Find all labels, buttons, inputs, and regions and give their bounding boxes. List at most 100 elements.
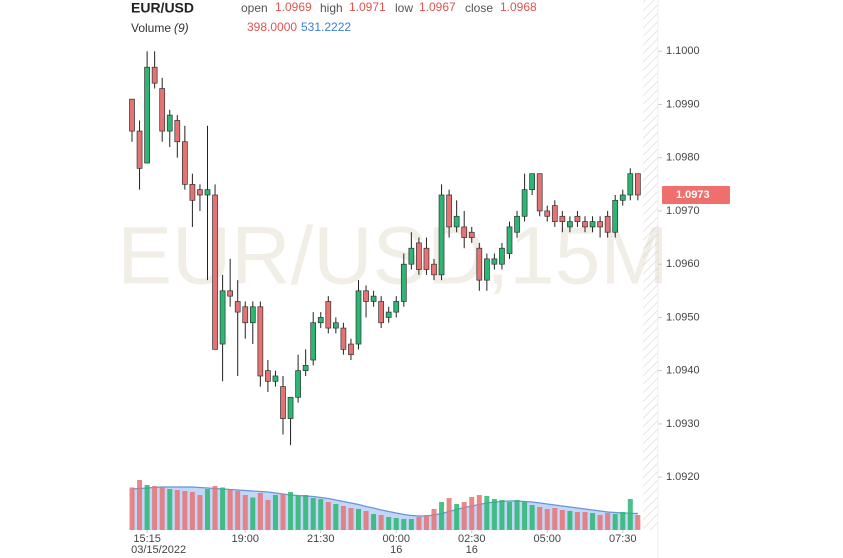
candle-body — [582, 221, 588, 228]
volume-bar — [212, 486, 218, 530]
volume-bar — [635, 515, 641, 530]
candle-body — [355, 290, 362, 345]
candle-body — [144, 66, 150, 164]
legend-field-label: close — [465, 1, 493, 15]
x-tick-sublabel: 16 — [390, 544, 402, 556]
candle-body — [310, 322, 317, 361]
volume-bar — [310, 498, 316, 530]
volume-label: Volume — [131, 21, 171, 35]
candle-body — [597, 221, 603, 228]
volume-bar — [144, 485, 150, 530]
candle-body — [400, 263, 407, 302]
volume-ma-value: 531.2222 — [301, 20, 351, 34]
candle-body — [295, 370, 301, 398]
candle-body — [129, 98, 135, 132]
x-tick-label: 07:30 — [609, 533, 637, 545]
legend-field-value: 1.0969 — [275, 0, 312, 14]
volume-bar — [295, 496, 301, 530]
candle-body — [604, 215, 611, 233]
candle-body — [197, 189, 203, 196]
candle-body — [340, 327, 347, 350]
candle-body — [136, 130, 143, 169]
volume-bar — [574, 512, 580, 530]
legend-field-value: 1.0967 — [419, 0, 456, 14]
volume-bar — [590, 513, 596, 530]
volume-bar — [205, 489, 210, 530]
legend-field-label: open — [241, 1, 268, 15]
legend-field-value: 1.0968 — [500, 0, 537, 14]
candle-body — [423, 247, 430, 270]
y-tick-label: 1.0970 — [666, 205, 700, 217]
legend-field-label: low — [395, 1, 413, 15]
volume-bar — [446, 498, 452, 530]
volume-value: 398.0000 — [247, 20, 297, 34]
candle-body — [227, 290, 233, 297]
volume-bar — [439, 502, 445, 530]
candle-body — [446, 194, 452, 228]
volume-bar — [401, 519, 407, 530]
volume-bar — [423, 515, 429, 530]
candle-body — [317, 317, 324, 324]
volume-bar — [250, 497, 256, 530]
candle-body — [468, 231, 475, 238]
candle-body — [612, 199, 619, 233]
volume-bar — [167, 489, 173, 530]
candle-body — [333, 322, 339, 329]
candle-body — [514, 215, 520, 233]
y-tick-label: 1.0960 — [666, 258, 700, 270]
candle-body — [242, 306, 249, 324]
volume-bar — [174, 490, 180, 530]
candle-body — [559, 215, 566, 222]
last-price-box — [662, 185, 730, 204]
volume-bar — [491, 499, 497, 530]
x-tick-label: 21:30 — [307, 533, 335, 545]
volume-bar — [257, 493, 263, 530]
y-tick-label: 1.0920 — [666, 471, 700, 483]
volume-bar — [363, 511, 369, 530]
candle-body — [491, 258, 498, 265]
candle-body — [159, 88, 166, 132]
candle-body — [151, 66, 158, 84]
candle-body — [348, 343, 354, 356]
volume-bar — [605, 513, 611, 530]
watermark: EUR/USD,15M — [117, 211, 668, 302]
candle-body — [619, 194, 626, 201]
volume-bar — [235, 491, 241, 530]
y-tick-label: 1.0940 — [666, 365, 700, 377]
candle-body — [589, 221, 596, 228]
volume-bar — [318, 499, 324, 530]
candle-body — [476, 247, 483, 281]
candle-body — [431, 263, 437, 276]
volume-bar — [408, 519, 414, 530]
volume-bar — [280, 494, 286, 530]
candle-body — [385, 311, 392, 318]
candle-body — [393, 301, 400, 313]
volume-bar — [507, 502, 512, 530]
candle-body — [249, 306, 256, 324]
volume-period: (9) — [174, 21, 189, 35]
candle-body — [408, 247, 415, 265]
candle-body — [174, 120, 181, 143]
candle-body — [189, 183, 196, 201]
candle-body — [416, 242, 422, 270]
volume-bar — [272, 495, 278, 530]
candle-body — [265, 370, 271, 382]
volume-bar — [612, 514, 618, 530]
candle-body — [461, 226, 468, 238]
candle-body — [484, 258, 490, 281]
candle-body — [521, 189, 528, 217]
volume-bar — [137, 480, 143, 530]
volume-bar — [559, 510, 565, 530]
volume-bar — [393, 518, 399, 530]
x-tick-label: 02:30 — [458, 533, 486, 545]
candle-body — [544, 210, 551, 217]
volume-bar — [348, 508, 354, 530]
volume-bar — [416, 517, 422, 530]
volume-bar — [597, 515, 603, 530]
candle-body — [551, 205, 558, 222]
volume-bar — [227, 490, 233, 530]
volume-bar — [461, 502, 467, 530]
volume-bar — [325, 502, 331, 530]
volume-bar — [356, 509, 361, 530]
volume-bar — [627, 499, 633, 530]
